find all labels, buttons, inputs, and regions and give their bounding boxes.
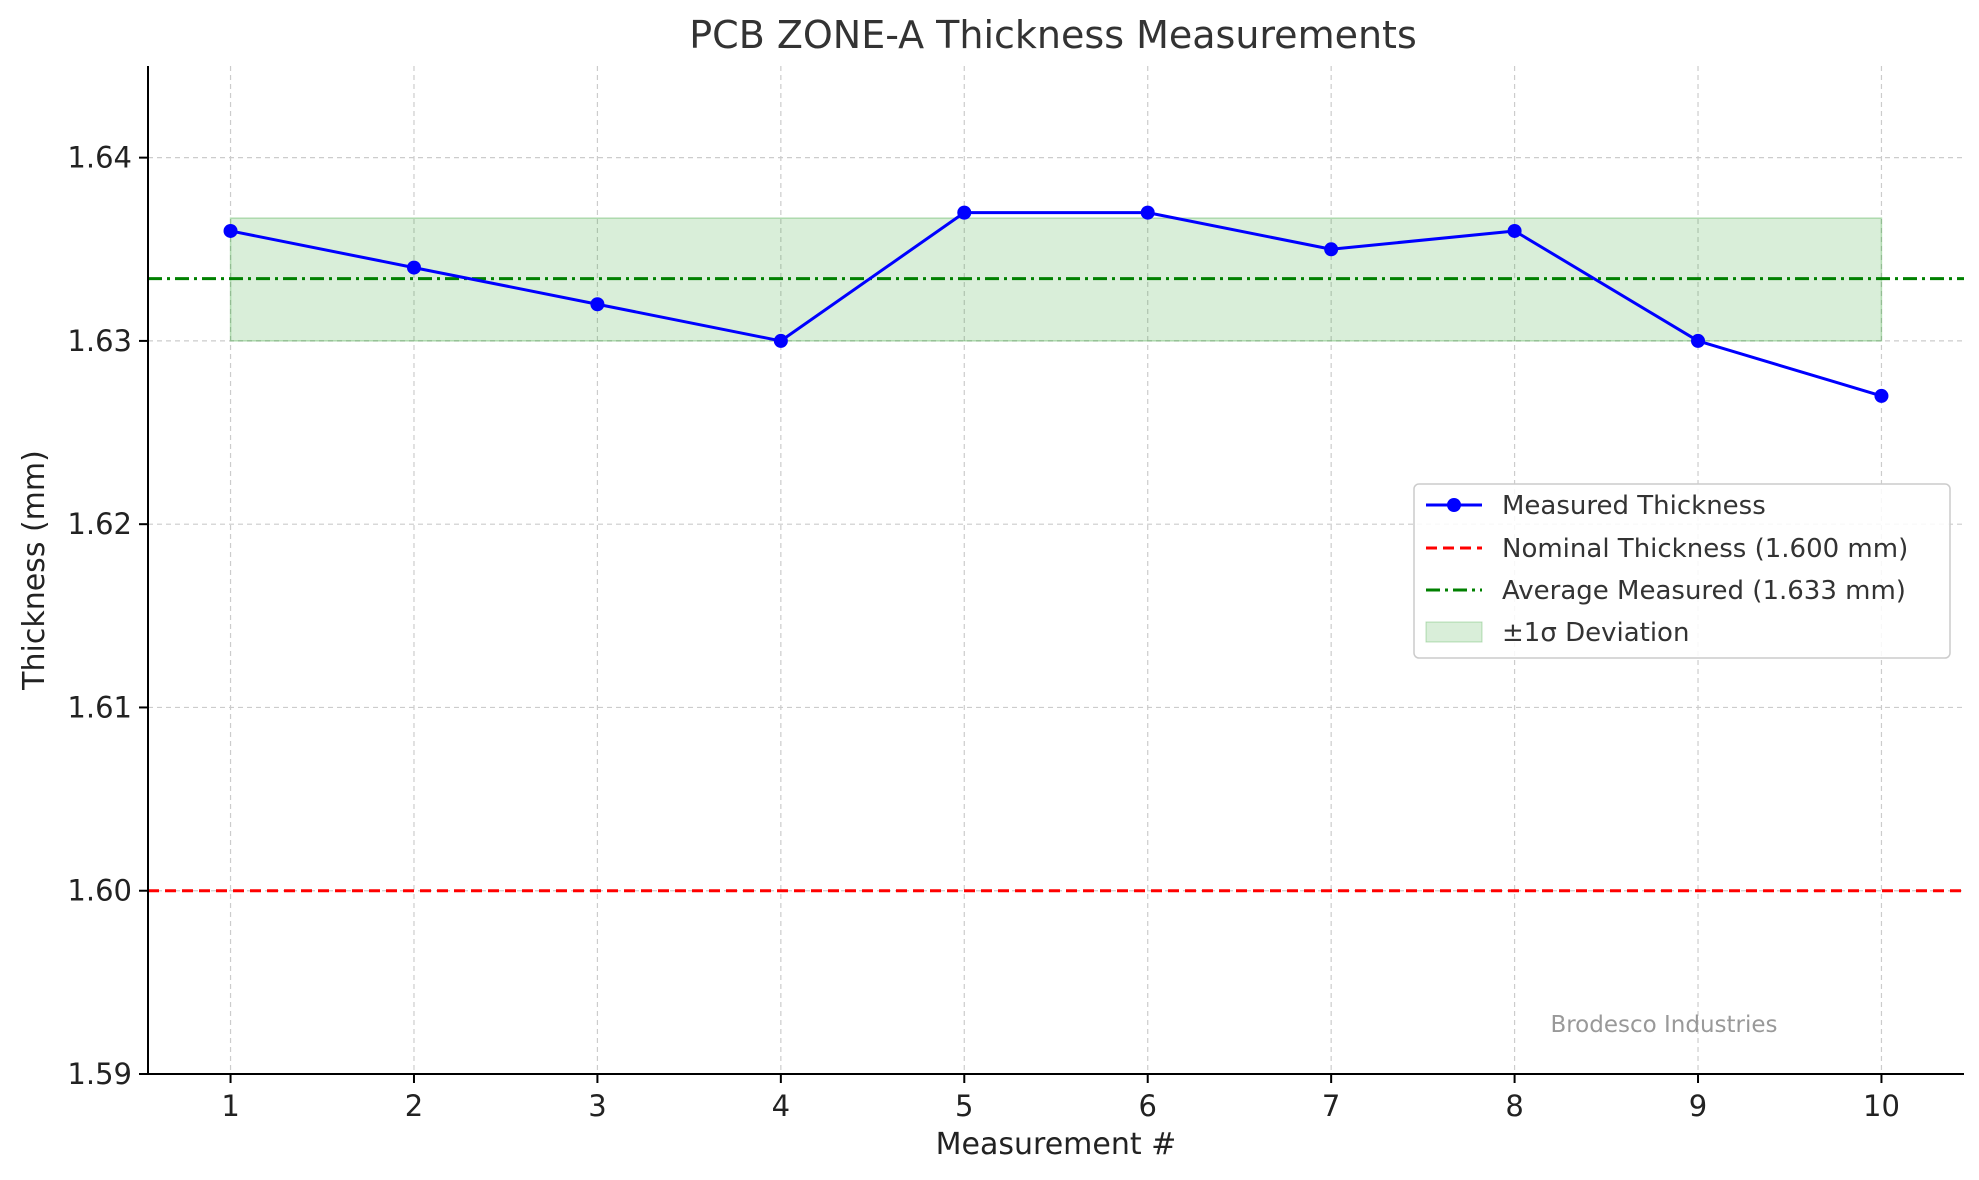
x-tick-label-7: 7 — [1322, 1089, 1340, 1123]
y-tick-label-6: 1.64 — [67, 141, 132, 175]
y-ticks: 1.59 1.60 1.61 1.62 1.63 1.64 — [67, 141, 148, 1091]
x-axis-label: Measurement # — [936, 1127, 1177, 1162]
y-tick-label-2: 1.60 — [67, 874, 132, 908]
y-tick-label-1: 1.59 — [67, 1057, 132, 1091]
legend-label-average: Average Measured (1.633 mm) — [1502, 576, 1906, 606]
legend-marker-band — [1425, 621, 1483, 643]
x-ticks: 1 2 3 4 5 6 7 8 9 10 — [221, 1074, 1900, 1123]
legend-frame — [1413, 483, 1951, 659]
x-tick-label-10: 10 — [1863, 1089, 1900, 1123]
legend: Measured Thickness Nominal Thickness (1.… — [1413, 483, 1951, 659]
watermark-text: Brodesco Industries — [1550, 1012, 1777, 1038]
x-tick-label-9: 9 — [1689, 1089, 1707, 1123]
x-tick-label-6: 6 — [1138, 1089, 1156, 1123]
data-point-4 — [773, 333, 788, 348]
x-tick-label-1: 1 — [221, 1089, 239, 1123]
series — [223, 205, 1889, 403]
data-point-10 — [1874, 388, 1889, 403]
y-tick-label-3: 1.61 — [67, 690, 132, 724]
data-point-5 — [957, 205, 972, 220]
x-tick-label-2: 2 — [405, 1089, 423, 1123]
x-tick-label-5: 5 — [955, 1089, 973, 1123]
legend-label-nominal: Nominal Thickness (1.600 mm) — [1502, 534, 1908, 564]
chart-title: PCB ZONE-A Thickness Measurements — [689, 13, 1417, 57]
data-point-8 — [1507, 223, 1522, 238]
y-axis-label: Thickness (mm) — [17, 450, 52, 691]
data-point-3 — [590, 297, 605, 312]
data-point-9 — [1691, 333, 1706, 348]
legend-label-band: ±1σ Deviation — [1502, 618, 1689, 648]
axes — [147, 66, 1964, 1075]
legend-marker-measured-dot — [1447, 498, 1461, 512]
y-tick-label-4: 1.62 — [67, 507, 132, 541]
x-tick-label-8: 8 — [1505, 1089, 1523, 1123]
reference-lines — [148, 277, 1964, 893]
series-line-1 — [230, 211, 1882, 398]
x-tick-label-3: 3 — [588, 1089, 606, 1123]
data-point-7 — [1324, 242, 1339, 257]
legend-label-measured: Measured Thickness — [1502, 491, 1766, 521]
y-tick-label-5: 1.63 — [67, 324, 132, 358]
x-tick-label-4: 4 — [772, 1089, 790, 1123]
data-point-1 — [223, 223, 238, 238]
data-point-2 — [406, 260, 421, 275]
data-point-6 — [1140, 205, 1155, 220]
